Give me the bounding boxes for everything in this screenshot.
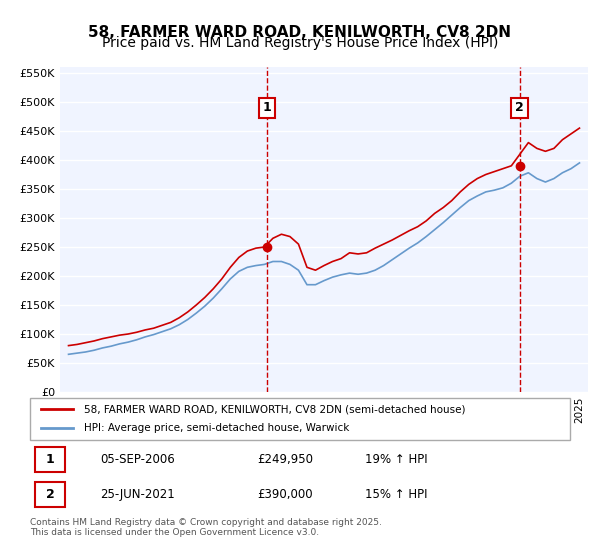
Text: £390,000: £390,000	[257, 488, 313, 501]
Text: 19% ↑ HPI: 19% ↑ HPI	[365, 453, 427, 466]
Text: Price paid vs. HM Land Registry's House Price Index (HPI): Price paid vs. HM Land Registry's House …	[102, 36, 498, 50]
Text: 1: 1	[263, 101, 272, 114]
Text: 05-SEP-2006: 05-SEP-2006	[100, 453, 175, 466]
Text: £249,950: £249,950	[257, 453, 313, 466]
Text: HPI: Average price, semi-detached house, Warwick: HPI: Average price, semi-detached house,…	[84, 423, 349, 433]
FancyBboxPatch shape	[30, 398, 570, 440]
Text: 15% ↑ HPI: 15% ↑ HPI	[365, 488, 427, 501]
Text: Contains HM Land Registry data © Crown copyright and database right 2025.
This d: Contains HM Land Registry data © Crown c…	[30, 518, 382, 538]
Text: 25-JUN-2021: 25-JUN-2021	[100, 488, 175, 501]
Text: 58, FARMER WARD ROAD, KENILWORTH, CV8 2DN: 58, FARMER WARD ROAD, KENILWORTH, CV8 2D…	[89, 25, 511, 40]
Text: 2: 2	[46, 488, 55, 501]
Text: 58, FARMER WARD ROAD, KENILWORTH, CV8 2DN (semi-detached house): 58, FARMER WARD ROAD, KENILWORTH, CV8 2D…	[84, 404, 466, 414]
Text: 2: 2	[515, 101, 524, 114]
FancyBboxPatch shape	[35, 482, 65, 507]
FancyBboxPatch shape	[35, 447, 65, 472]
Text: 1: 1	[46, 453, 55, 466]
